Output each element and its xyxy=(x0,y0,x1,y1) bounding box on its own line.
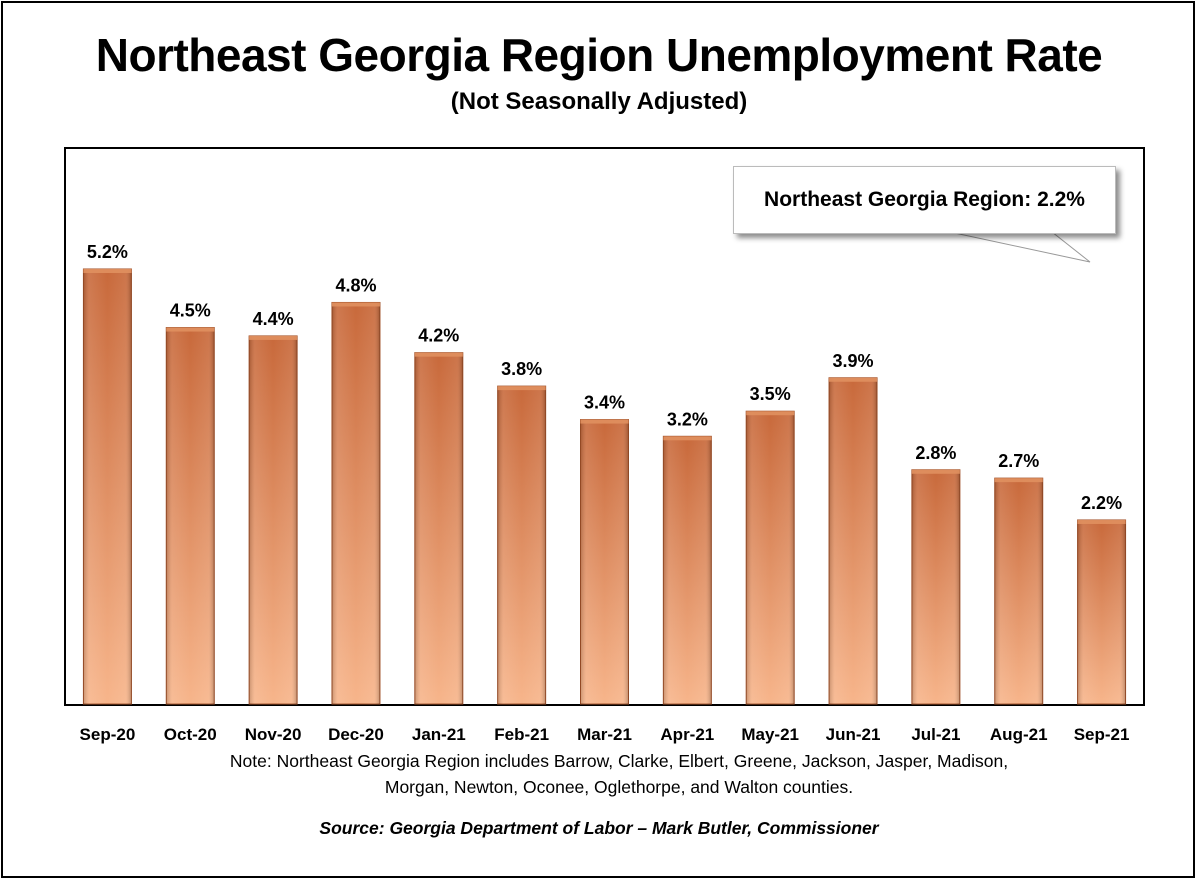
bar-shading xyxy=(414,352,463,704)
bar-cap xyxy=(331,302,380,307)
x-tick-label: Apr-21 xyxy=(660,725,714,744)
chart-note: Note: Northeast Georgia Region includes … xyxy=(229,751,1009,797)
x-tick-label: Jun-21 xyxy=(826,725,881,744)
bar-cap xyxy=(497,386,546,391)
bar-cap xyxy=(994,478,1043,483)
callout-box: Northeast Georgia Region: 2.2% xyxy=(733,166,1116,234)
data-label: 3.2% xyxy=(667,409,708,429)
x-tick-label: Aug-21 xyxy=(990,725,1048,744)
bar-cap xyxy=(911,469,960,474)
data-label: 2.2% xyxy=(1081,493,1122,513)
bar-shading xyxy=(746,411,795,704)
x-tick-label: May-21 xyxy=(741,725,799,744)
callout-pointer xyxy=(949,231,1091,263)
bar-cap xyxy=(166,327,215,332)
bar-shading xyxy=(1077,519,1126,704)
x-tick-label: Oct-20 xyxy=(164,725,217,744)
data-label: 2.7% xyxy=(998,451,1039,471)
bar-shading xyxy=(911,469,960,704)
bar-shading xyxy=(249,335,298,704)
bar-shading xyxy=(83,269,132,704)
x-tick-label: Dec-20 xyxy=(328,725,384,744)
chart-title: Northeast Georgia Region Unemployment Ra… xyxy=(95,29,1103,81)
data-label: 5.2% xyxy=(87,242,128,262)
x-tick-label: Nov-20 xyxy=(245,725,302,744)
data-label: 4.4% xyxy=(253,309,294,329)
data-label: 3.5% xyxy=(750,384,791,404)
bar-cap xyxy=(83,269,132,273)
x-tick-label: Mar-21 xyxy=(577,725,632,744)
chart-source: Source: Georgia Department of Labor – Ma… xyxy=(319,818,879,838)
data-label: 4.2% xyxy=(418,326,459,346)
data-label: 4.8% xyxy=(335,275,376,295)
plot-area xyxy=(64,147,1145,706)
bar-cap xyxy=(829,377,878,382)
bar-shading xyxy=(331,302,380,704)
data-label: 4.5% xyxy=(170,301,211,321)
bar-shading xyxy=(663,436,712,704)
data-label: 3.9% xyxy=(833,351,874,371)
bar-shading xyxy=(994,478,1043,704)
data-label: 3.8% xyxy=(501,359,542,379)
bar-shading xyxy=(829,377,878,704)
bar-cap xyxy=(1077,519,1126,524)
bar-shading xyxy=(580,419,629,704)
bar-cap xyxy=(580,419,629,424)
data-label: 2.8% xyxy=(915,443,956,463)
x-tick-label: Sep-20 xyxy=(80,725,136,744)
bar-shading xyxy=(497,386,546,704)
x-tick-label: Sep-21 xyxy=(1074,725,1130,744)
bar-cap xyxy=(746,411,795,416)
data-label: 3.4% xyxy=(584,393,625,413)
x-tick-label: Feb-21 xyxy=(494,725,549,744)
bar-shading xyxy=(166,327,215,704)
x-tick-label: Jan-21 xyxy=(412,725,466,744)
bar-cap xyxy=(414,352,463,357)
bar-cap xyxy=(663,436,712,441)
bar-cap xyxy=(249,335,298,340)
chart-subtitle: (Not Seasonally Adjusted) xyxy=(450,88,748,115)
x-tick-label: Jul-21 xyxy=(911,725,960,744)
